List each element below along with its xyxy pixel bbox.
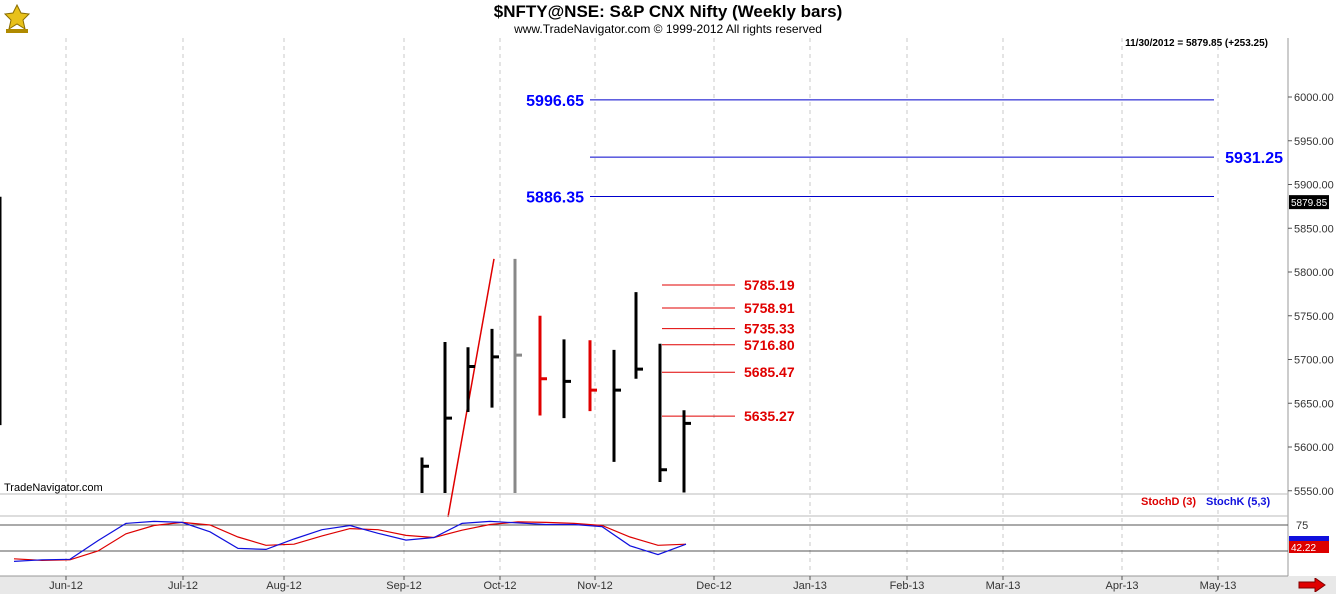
- x-tick-label: Feb-13: [890, 580, 925, 592]
- y-tick-label: 5900.00: [1294, 180, 1334, 192]
- stochK-value-box: [1289, 536, 1329, 542]
- stochastic-panel: 75 StochD (3) StochK (5,3) 42.22: [0, 496, 1329, 562]
- resistance-label: 5931.25: [1225, 150, 1283, 167]
- stochK-legend: StochK (5,3): [1206, 496, 1271, 508]
- last-quote-text: 11/30/2012 = 5879.85 (+253.25): [1125, 38, 1268, 49]
- x-axis-bg: [0, 576, 1336, 594]
- price-panel-bg: [0, 38, 1288, 493]
- y-tick-label: 5550.00: [1294, 486, 1334, 498]
- ohlc-bar: [466, 347, 475, 412]
- stochD-value-box: [1289, 541, 1329, 553]
- x-tick-label: Jan-13: [793, 580, 827, 592]
- red-arrow-right-icon[interactable]: [1297, 578, 1327, 592]
- watermark-text: TradeNavigator.com: [4, 482, 103, 494]
- y-tick-label: 5600.00: [1294, 442, 1334, 454]
- fib-label: 5735.33: [744, 321, 795, 337]
- ohlc-bar: [538, 315, 547, 416]
- stochD-legend: StochD (3): [1141, 496, 1196, 508]
- y-tick-label: 5800.00: [1294, 267, 1334, 279]
- stochD-line: [13, 521, 687, 562]
- price-axis-bg: [1288, 38, 1336, 493]
- x-tick-label: Dec-12: [696, 580, 731, 592]
- ohlc-bar: [612, 349, 621, 462]
- ohlc-bar: [682, 410, 691, 493]
- stoch-level-label: 75: [1296, 520, 1308, 532]
- ohlc-bar: [562, 339, 571, 419]
- fib-label: 5716.80: [744, 337, 795, 353]
- resistance-label: 5886.35: [526, 189, 584, 206]
- x-tick-label: Jun-12: [49, 580, 83, 592]
- last-price-box: [1289, 195, 1329, 210]
- x-tick-label: Oct-12: [483, 580, 516, 592]
- ohlc-bar: [658, 343, 667, 482]
- y-tick-label: 5650.00: [1294, 398, 1334, 410]
- x-axis: Jun-12 Jul-12 Aug-12 Sep-12 Oct-12 Nov-12 Dec-…: [0, 575, 1336, 594]
- x-tick-label: May-13: [1200, 580, 1237, 592]
- x-tick-label: Nov-12: [577, 580, 612, 592]
- x-tick-label: Jul-12: [168, 580, 198, 592]
- x-tick-label: Apr-13: [1105, 580, 1138, 592]
- x-tick-label: Sep-12: [386, 580, 421, 592]
- chart-title: $NFTY@NSE: S&P CNX Nifty (Weekly bars): [493, 2, 843, 21]
- x-tick-label: Aug-12: [266, 580, 301, 592]
- ohlc-bar: [634, 292, 643, 379]
- price-panel: 6000.00 5950.00 5900.00 5850.00 5800.00 5750.…: [0, 38, 1336, 576]
- y-tick-label: 6000.00: [1294, 92, 1334, 104]
- ohlc-bar: [588, 340, 597, 412]
- trade-navigator-logo-icon: [3, 3, 31, 33]
- chart-header: $NFTY@NSE: S&P CNX Nifty (Weekly bars) w…: [0, 0, 1336, 38]
- stochK-line: [13, 520, 687, 562]
- ohlc-bar: [443, 342, 452, 493]
- y-tick-label: 5750.00: [1294, 311, 1334, 323]
- x-tick-label: Mar-13: [986, 580, 1021, 592]
- fib-label: 5635.27: [744, 408, 795, 424]
- trend-line: [447, 258, 495, 518]
- fib-label: 5785.19: [744, 277, 795, 293]
- resistance-label: 5996.65: [526, 93, 584, 110]
- ohlc-bar: [513, 258, 522, 493]
- ohlc-bar: [420, 457, 429, 493]
- copyright-text: www.TradeNavigator.com © 1999-2012 All r…: [514, 22, 822, 36]
- stochD-value-label: 42.22: [1291, 543, 1316, 554]
- ohlc-bar: [490, 328, 499, 408]
- y-tick-label: 5850.00: [1294, 223, 1334, 235]
- last-price-label: 5879.85: [1291, 198, 1328, 209]
- fib-label: 5685.47: [744, 364, 795, 380]
- y-tick-label: 5700.00: [1294, 355, 1334, 367]
- fib-label: 5758.91: [744, 300, 795, 316]
- y-tick-label: 5950.00: [1294, 136, 1334, 148]
